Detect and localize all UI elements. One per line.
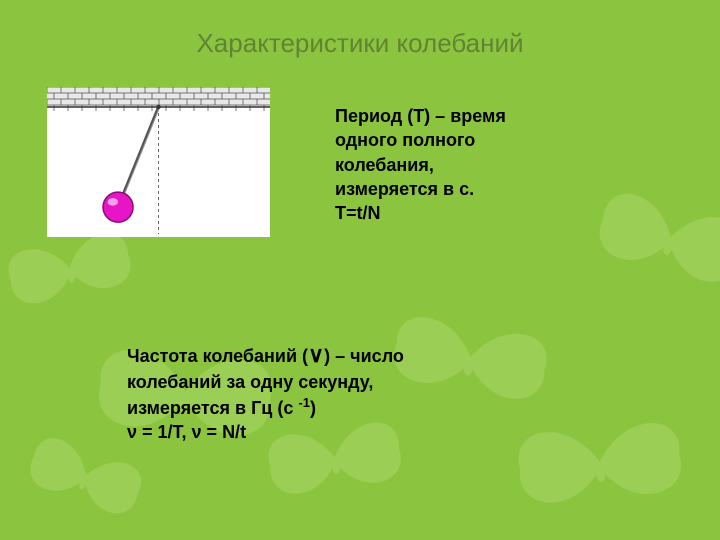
- frequency-line-2: колебаний за одну секунду,: [127, 370, 404, 394]
- period-line: одного полного: [335, 128, 506, 152]
- period-line: Период (Т) – время: [335, 104, 506, 128]
- period-definition: Период (Т) – времяодного полногоколебани…: [335, 104, 506, 225]
- frequency-line-4: ν = 1/T, ν = N/t: [127, 420, 404, 444]
- frequency-line-3: измеряется в Гц (с -1): [127, 394, 404, 420]
- period-line: колебания,: [335, 153, 506, 177]
- period-line: Т=t/N: [335, 201, 506, 225]
- pendulum-svg: [47, 87, 270, 237]
- period-line: измеряется в с.: [335, 177, 506, 201]
- title-text: Характеристики колебаний: [196, 28, 523, 58]
- frequency-definition: Частота колебаний (∨) – числоколебаний з…: [127, 340, 404, 445]
- background: [0, 0, 720, 540]
- frequency-line-1: Частота колебаний (∨) – число: [127, 340, 404, 370]
- pendulum-figure: [47, 87, 270, 237]
- slide-title: Характеристики колебаний: [0, 28, 720, 59]
